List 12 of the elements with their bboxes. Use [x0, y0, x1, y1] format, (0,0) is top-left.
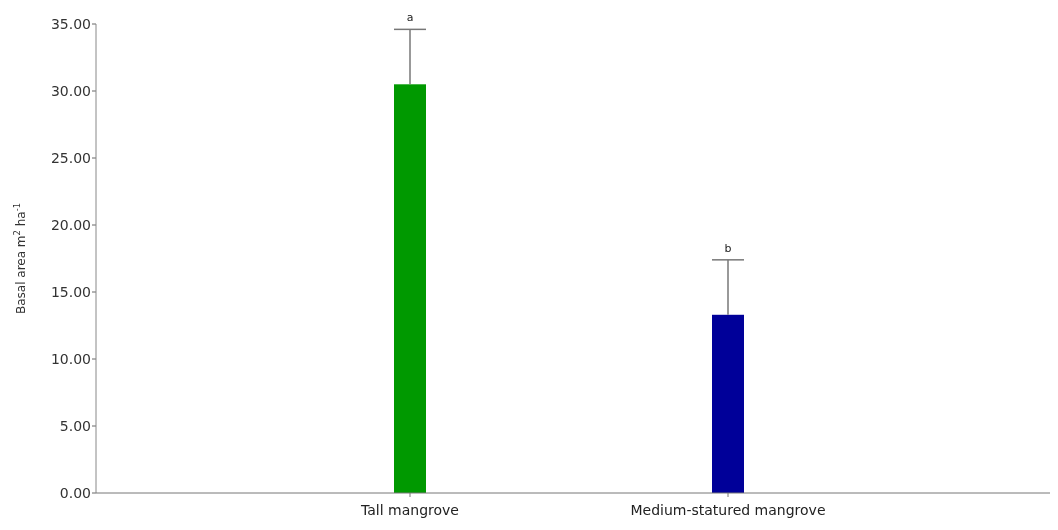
y-tick-label: 0.00 [59, 484, 91, 501]
y-tick-label: 20.00 [50, 216, 91, 233]
y-tick-label: 25.00 [50, 149, 91, 166]
y-tick-label: 10.00 [50, 350, 91, 367]
annotation: b [724, 241, 732, 255]
x-tick-label: Medium-statured mangrove [630, 502, 826, 518]
y-tick-label: 30.00 [50, 82, 91, 99]
y-tick-label: 35.00 [50, 15, 91, 32]
annotation: a [406, 11, 414, 25]
y-tick-label: 15.00 [50, 283, 91, 300]
x-tick-label: Tall mangrove [360, 502, 459, 518]
y-tick-label: 5.00 [59, 417, 91, 434]
